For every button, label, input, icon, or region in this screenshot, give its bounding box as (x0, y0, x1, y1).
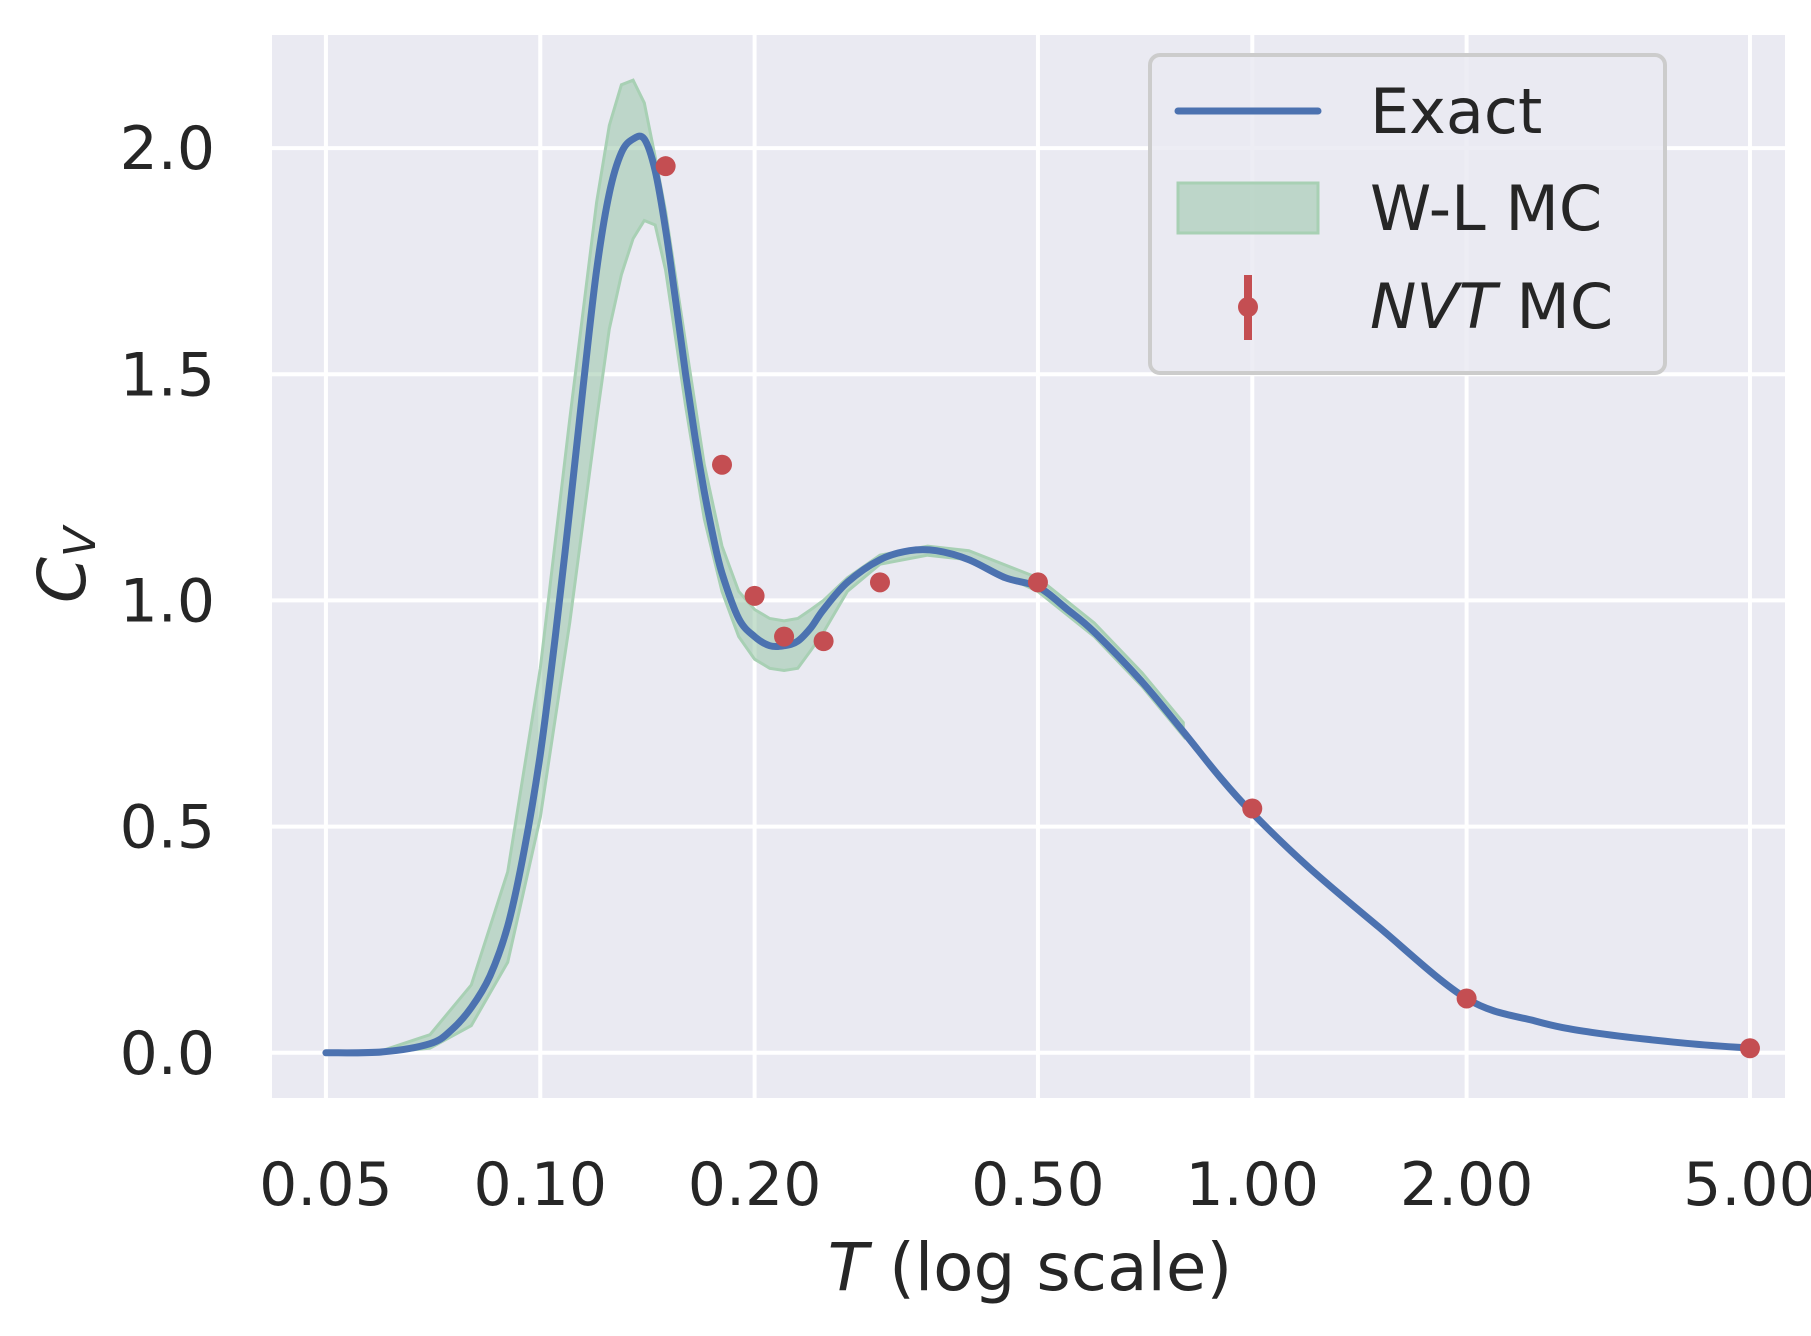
nvt-mc-points-layer (655, 156, 1760, 1059)
x-tick-label: 0.10 (473, 1150, 607, 1220)
x-tick-label: 0.05 (259, 1150, 393, 1220)
x-tick-label: 0.50 (971, 1150, 1105, 1220)
nvt-mc-point (774, 626, 795, 647)
legend-frame (1148, 53, 1667, 375)
x-tick-label: 1.00 (1185, 1150, 1319, 1220)
nvt-mc-point (1739, 1038, 1760, 1059)
exact-line-layer (322, 132, 1754, 1057)
y-axis-label-subscript: V (55, 524, 106, 557)
y-axis-label: CV (24, 524, 106, 603)
nvt-mc-point (813, 631, 834, 652)
nvt-mc-point (1242, 798, 1263, 819)
y-tick-labels: 0.0 0.5 1.0 1.5 2.0 (120, 114, 215, 1089)
legend-nvt-label-italic: NVT (1370, 270, 1501, 343)
x-tick-label: 5.00 (1683, 1150, 1811, 1220)
nvt-mc-point (869, 572, 890, 593)
x-axis-label-text: (log scale) (868, 1229, 1232, 1306)
x-tick-labels: 0.05 0.10 0.20 0.50 1.00 2.00 5.00 (259, 1150, 1811, 1220)
y-tick-label: 0.5 (120, 793, 215, 863)
legend-wl-swatch (1176, 181, 1320, 235)
y-axis-label-symbol: C (24, 557, 101, 603)
y-tick-label: 1.5 (120, 340, 215, 410)
y-tick-label: 2.0 (120, 114, 215, 184)
legend: Exact W-L MC NVT MC (1148, 53, 1667, 375)
legend-exact-label: Exact (1370, 75, 1542, 148)
legend-nvt-label: NVT MC (1370, 270, 1613, 343)
legend-nvt-label-rest: MC (1497, 270, 1614, 343)
legend-wl-label: W-L MC (1370, 172, 1602, 245)
nvt-mc-point (1456, 988, 1477, 1009)
x-axis-label: T (log scale) (828, 1229, 1232, 1306)
nvt-mc-point (655, 156, 676, 177)
legend-nvt-marker (1238, 297, 1258, 317)
nvt-mc-point (744, 585, 765, 606)
x-tick-label: 0.20 (688, 1150, 822, 1220)
y-tick-label: 1.0 (120, 566, 215, 636)
x-tick-label: 2.00 (1400, 1150, 1534, 1220)
exact-line (322, 132, 1754, 1057)
x-axis-label-symbol: T (828, 1229, 873, 1306)
y-tick-label: 0.0 (120, 1019, 215, 1089)
nvt-mc-point (1027, 572, 1048, 593)
nvt-mc-point (712, 454, 733, 475)
